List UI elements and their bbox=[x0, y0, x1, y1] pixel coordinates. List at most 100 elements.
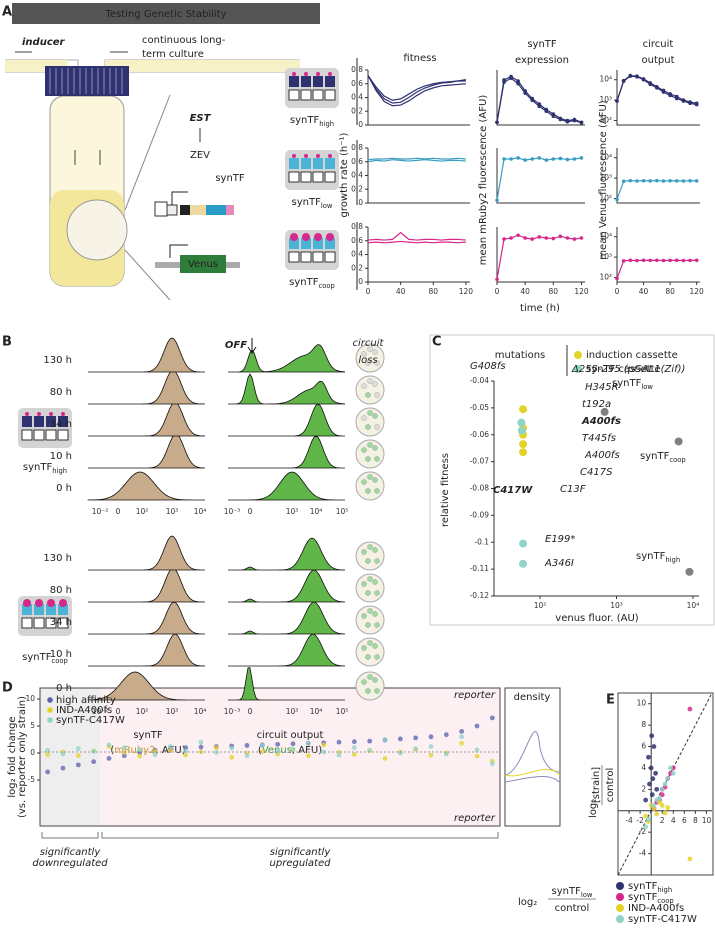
data-point bbox=[198, 739, 204, 745]
strain-label-sub: low bbox=[321, 202, 333, 210]
marker bbox=[516, 79, 520, 83]
axis bbox=[367, 148, 470, 204]
strain-icon bbox=[285, 230, 339, 270]
cell bbox=[365, 622, 371, 628]
x-tick-label: 80 bbox=[429, 287, 439, 296]
data-point bbox=[519, 440, 528, 449]
data-point bbox=[321, 742, 327, 748]
label-part: ( bbox=[258, 745, 262, 756]
histogram-ridge bbox=[228, 435, 346, 469]
icon-box bbox=[33, 617, 45, 629]
cell bbox=[374, 590, 380, 596]
icon-dot bbox=[316, 154, 320, 158]
y-axis-label: [strain] bbox=[591, 767, 602, 803]
cell bbox=[367, 674, 373, 680]
strain-label-sub: coop bbox=[51, 657, 67, 665]
x-axis-label: synTFlow bbox=[552, 886, 593, 899]
marker bbox=[615, 276, 619, 281]
cell bbox=[372, 445, 378, 451]
x-tick-label: 0 bbox=[248, 707, 253, 716]
data-point bbox=[290, 746, 296, 752]
x-tick-label: 10⁴ bbox=[687, 601, 700, 610]
icon-dot bbox=[59, 599, 67, 607]
data-point bbox=[659, 786, 665, 792]
icon-box bbox=[33, 429, 45, 441]
x-tick-label: 80 bbox=[549, 287, 559, 296]
legend-label: IND-A400fs bbox=[628, 903, 684, 914]
data-point bbox=[351, 739, 357, 745]
x-tick-label: 10⁵ bbox=[336, 707, 349, 716]
loss-label: circuit bbox=[353, 338, 385, 349]
x-tick-label: 120 bbox=[459, 287, 474, 296]
y-tick-label: 0.2 bbox=[351, 263, 363, 272]
cell bbox=[372, 413, 378, 419]
y-tick-label: -5 bbox=[28, 775, 36, 784]
point-label: A346I bbox=[544, 558, 574, 569]
synTF-label: synTF bbox=[215, 173, 245, 184]
y-axis-label: (vs. reporter only strain) bbox=[17, 696, 28, 818]
label-part: ( bbox=[110, 745, 114, 756]
y-tick-label: 0 bbox=[358, 120, 363, 129]
data-point bbox=[474, 723, 480, 729]
cell bbox=[365, 456, 371, 462]
point-label: A400fs bbox=[581, 416, 621, 427]
series-line bbox=[496, 234, 582, 280]
cell bbox=[372, 349, 378, 355]
culture-schematic bbox=[5, 51, 358, 301]
data-point bbox=[106, 756, 112, 761]
time-label: 34 h bbox=[50, 617, 72, 628]
histogram-ridge bbox=[228, 537, 346, 571]
marker bbox=[495, 277, 499, 282]
density-label: density bbox=[514, 692, 551, 703]
data-point bbox=[397, 750, 403, 756]
legend-label: synTF-C417W bbox=[628, 914, 697, 925]
point-label: C417W bbox=[493, 485, 533, 496]
icon-box bbox=[300, 251, 312, 263]
time-label: 0 h bbox=[56, 483, 72, 494]
data-point bbox=[519, 405, 528, 414]
axis bbox=[616, 148, 700, 204]
marker bbox=[565, 119, 570, 124]
data-point bbox=[517, 426, 526, 435]
series-line bbox=[616, 180, 697, 200]
cell bbox=[367, 346, 373, 352]
data-point bbox=[351, 745, 357, 750]
data-point bbox=[459, 740, 465, 746]
y-tick-label: 5 bbox=[30, 721, 35, 730]
legend-label: synTF cassette bbox=[586, 364, 661, 375]
x-tick-label: 40 bbox=[639, 287, 649, 296]
column-title: fitness bbox=[403, 53, 436, 64]
marker bbox=[621, 179, 626, 184]
marker bbox=[668, 93, 672, 98]
data-point bbox=[443, 751, 449, 757]
marker bbox=[628, 258, 633, 263]
strain-label: synTFhigh bbox=[290, 115, 334, 128]
axis bbox=[616, 70, 700, 126]
label-part: , AFU) bbox=[292, 745, 322, 756]
marker bbox=[668, 178, 672, 183]
marker bbox=[572, 237, 577, 241]
time-label: 80 h bbox=[50, 387, 72, 398]
strain-icon bbox=[285, 68, 339, 108]
strain-label-sub: coop bbox=[669, 456, 685, 464]
x-axis-label: venus fluor. (AU) bbox=[555, 613, 639, 624]
icon-block bbox=[22, 604, 32, 615]
x-tick-label: 0 bbox=[615, 287, 620, 296]
icon-block bbox=[325, 158, 335, 169]
marker bbox=[674, 96, 679, 101]
x-axis-label: control bbox=[555, 903, 590, 914]
x-tick-label: 10 bbox=[702, 816, 712, 825]
x-tick-label: 10³ bbox=[610, 601, 623, 610]
icon-block bbox=[325, 76, 335, 87]
marker bbox=[648, 258, 652, 263]
icon-box bbox=[288, 171, 300, 183]
y-tick-label: 0.4 bbox=[351, 93, 363, 102]
marker bbox=[516, 81, 520, 86]
marker bbox=[572, 118, 577, 123]
histogram-ridge bbox=[87, 471, 206, 501]
histogram-ridge bbox=[88, 369, 206, 405]
data-point bbox=[382, 756, 388, 761]
data-point bbox=[517, 418, 526, 427]
marker bbox=[628, 178, 633, 183]
